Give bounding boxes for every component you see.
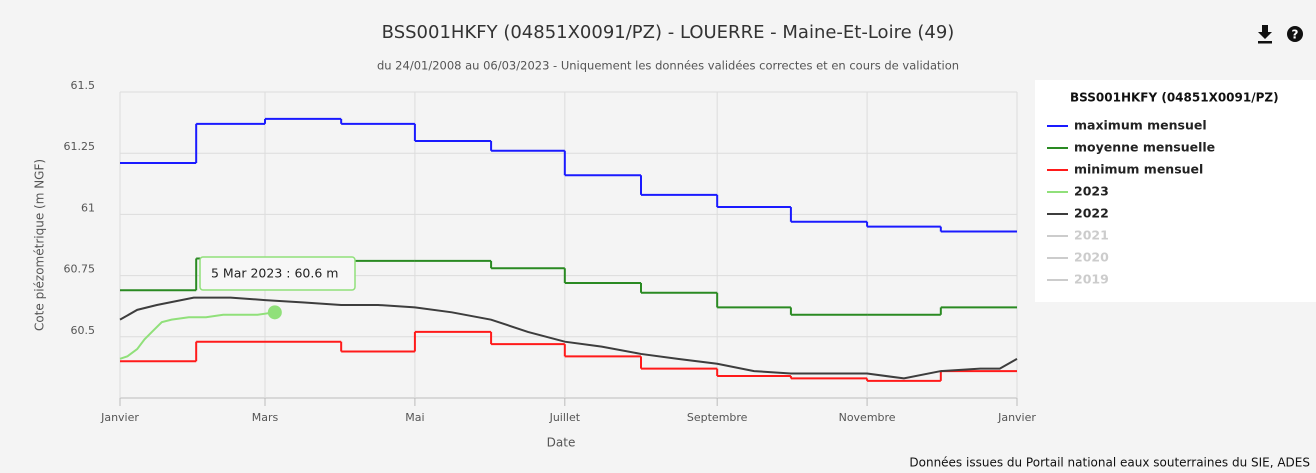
y-tick-label: 60.5 xyxy=(71,324,96,337)
tooltip-text: 5 Mar 2023 : 60.6 m xyxy=(211,266,338,281)
chart-subtitle: du 24/01/2008 au 06/03/2023 - Uniquement… xyxy=(377,59,959,73)
y-tick-label: 61 xyxy=(81,201,95,214)
legend-title: BSS001HKFY (04851X0091/PZ) xyxy=(1070,91,1279,105)
legend-label[interactable]: 2023 xyxy=(1074,184,1109,199)
legend-label[interactable]: 2020 xyxy=(1074,250,1109,265)
x-tick-label: Juillet xyxy=(549,411,581,424)
legend-label[interactable]: 2021 xyxy=(1074,228,1109,243)
x-tick-label: Mars xyxy=(252,411,279,424)
chart-title: BSS001HKFY (04851X0091/PZ) - LOUERRE - M… xyxy=(382,22,955,43)
legend-label[interactable]: maximum mensuel xyxy=(1074,118,1207,133)
credit: Données issues du Portail national eaux … xyxy=(909,456,1310,470)
hover-marker xyxy=(267,305,282,320)
legend-label[interactable]: 2019 xyxy=(1074,272,1109,287)
y-tick-label: 61.5 xyxy=(71,79,96,92)
tooltip-box xyxy=(199,256,356,291)
legend-label[interactable]: 2022 xyxy=(1074,206,1109,221)
x-tick-label: Janvier xyxy=(100,411,139,424)
x-tick-label: Novembre xyxy=(839,411,896,424)
y-tick-label: 60.75 xyxy=(64,263,96,276)
legend-box xyxy=(1035,80,1316,302)
svg-text:?: ? xyxy=(1292,28,1299,42)
x-tick-label: Janvier xyxy=(997,411,1036,424)
x-tick-label: Septembre xyxy=(687,411,748,424)
help-icon[interactable]: ? xyxy=(1287,26,1303,42)
legend-label[interactable]: moyenne mensuelle xyxy=(1074,140,1215,155)
series-line xyxy=(119,296,1018,380)
download-icon[interactable] xyxy=(1258,25,1272,44)
x-axis-label: Date xyxy=(547,436,576,450)
x-tick-label: Mai xyxy=(405,411,424,424)
series-line xyxy=(119,311,275,360)
legend-label[interactable]: minimum mensuel xyxy=(1074,162,1203,177)
y-tick-label: 61.25 xyxy=(64,140,96,153)
y-axis-label: Cote piézométrique (m NGF) xyxy=(33,159,47,331)
